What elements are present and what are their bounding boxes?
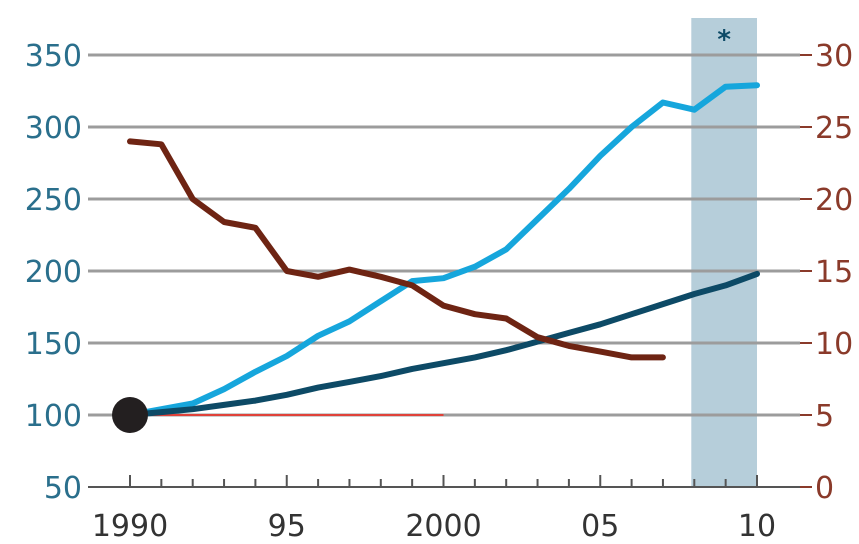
series-layer [127, 82, 760, 418]
y-right-tick-label: 5 [815, 399, 834, 434]
shaded-period-layer: * [691, 18, 757, 487]
x-tick-label: 2000 [405, 509, 481, 544]
start-marker [112, 397, 148, 433]
y-left-tick-label: 150 [25, 327, 82, 362]
shaded-period [691, 18, 757, 487]
y-right-tick-label: 0 [815, 471, 834, 506]
shaded-period-marker: * [717, 25, 731, 55]
series-line-3 [127, 138, 666, 361]
y-left-tick-label: 50 [44, 471, 82, 506]
x-axis [88, 475, 800, 488]
y-right-tick-label: 30 [815, 39, 853, 74]
x-tick-label: 05 [581, 509, 619, 544]
y-right-tick-label: 10 [815, 327, 853, 362]
gridlines [88, 53, 800, 417]
y-left-tick-label: 350 [25, 39, 82, 74]
y-left-tick-label: 300 [25, 111, 82, 146]
y-right-tick-label: 20 [815, 183, 853, 218]
x-tick-label: 10 [738, 509, 776, 544]
marker-layer [112, 397, 148, 433]
y-right-tick-label: 25 [815, 111, 853, 146]
x-tick-label: 95 [268, 509, 306, 544]
y-left-tick-label: 250 [25, 183, 82, 218]
y-right-tick-label: 15 [815, 255, 853, 290]
x-tick-label: 1990 [92, 509, 168, 544]
y-left-tick-label: 100 [25, 399, 82, 434]
y-left-tick-label: 200 [25, 255, 82, 290]
